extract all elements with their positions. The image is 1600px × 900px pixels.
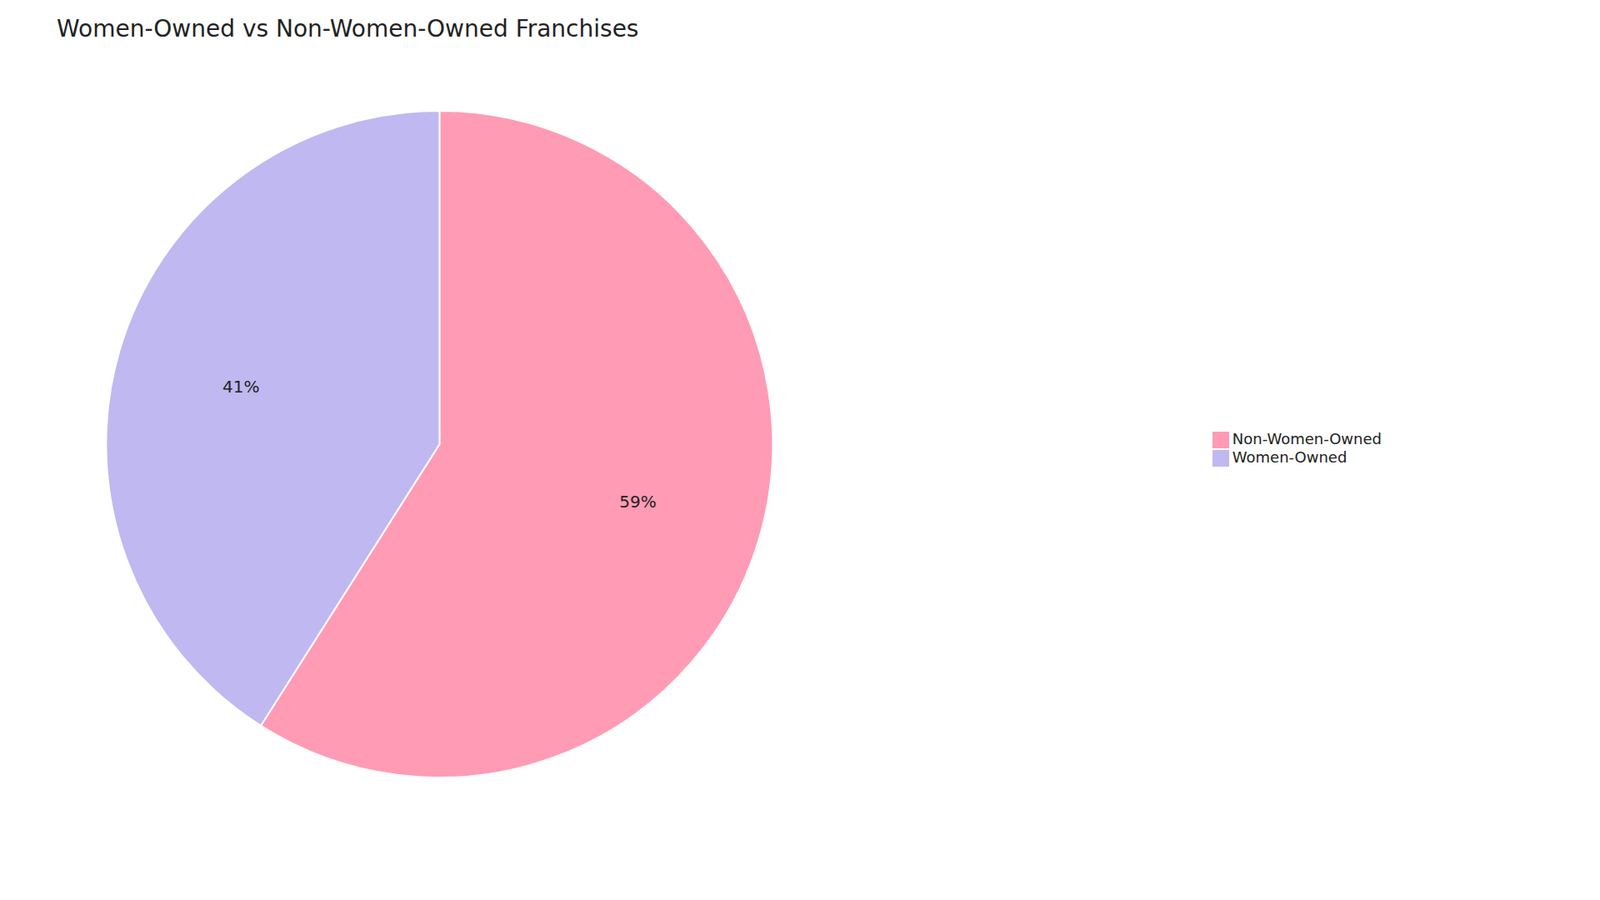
- html-text:Women-Owned vs Non-Women-Owned: Women-Owned vs Non-Women-Owned Franchise…: [56, 15, 639, 43]
- svg-text:41%: 41%: [222, 376, 260, 397]
- svg-text:59%: 59%: [619, 491, 656, 512]
- html-text:Non-Women-Owned: Non-Women-Owned: [1232, 430, 1382, 448]
- html-text:Women-Owned: Women-Owned: [1232, 448, 1347, 466]
